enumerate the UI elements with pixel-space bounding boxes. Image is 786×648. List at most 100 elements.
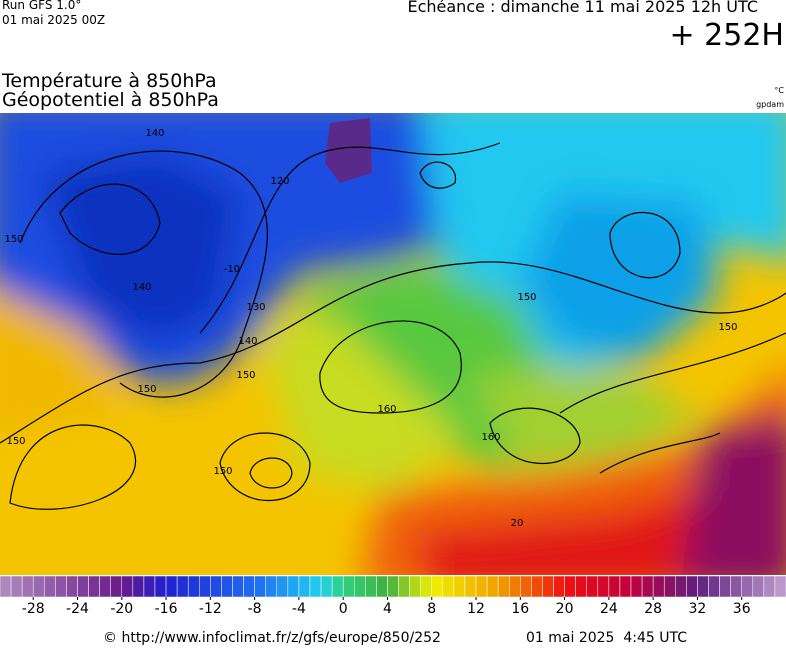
contour-label: 120 xyxy=(270,176,289,187)
scale-cell xyxy=(387,576,399,598)
contour-label: 150 xyxy=(6,436,25,447)
scale-cell xyxy=(121,576,134,598)
scale-cell xyxy=(376,576,388,598)
scale-cell xyxy=(398,576,410,598)
isohypses xyxy=(0,142,786,510)
scale-cell xyxy=(365,576,377,598)
scale-cell xyxy=(697,576,709,598)
scale-tick-label: -24 xyxy=(66,601,89,616)
contour-label: 150 xyxy=(213,466,232,477)
scale-cell xyxy=(165,576,178,598)
scale-cell xyxy=(531,576,543,598)
scale-cell xyxy=(287,576,300,598)
source-url: © http://www.infoclimat.fr/z/gfs/europe/… xyxy=(103,630,441,646)
scale-cell xyxy=(32,576,45,598)
unit-gpdam: gpdam xyxy=(756,100,784,109)
scale-cell xyxy=(641,576,654,598)
scale-cell xyxy=(630,576,643,598)
scale-cell xyxy=(553,576,565,598)
scale-cell xyxy=(265,576,278,598)
temperature-field xyxy=(0,113,786,575)
scale-cell xyxy=(420,576,432,598)
scale-cell xyxy=(298,576,311,598)
contour-label: 160 xyxy=(481,432,500,443)
scale-cell xyxy=(741,576,754,598)
scale-cell xyxy=(154,576,167,598)
scale-cell xyxy=(342,576,355,598)
scale-cell xyxy=(132,576,145,598)
scale-tick-label: 12 xyxy=(467,601,485,616)
scale-tick-label: 8 xyxy=(427,601,436,616)
scale-tick-label: -16 xyxy=(155,601,178,616)
scale-cell xyxy=(542,576,554,598)
scale-cell xyxy=(663,576,676,598)
scale-cell xyxy=(752,576,765,598)
run-label: Run GFS 1.0° xyxy=(2,0,82,12)
scale-cell xyxy=(66,576,78,598)
contour-label: 160 xyxy=(377,404,396,415)
color-scale: -28 -24 -20 -16 -12 -8 -4 0 4 8 12 16 20 24 28 32 36 xyxy=(0,576,786,616)
scale-cell xyxy=(497,576,510,598)
scale-tick-label: -12 xyxy=(199,601,222,616)
scale-cell xyxy=(199,576,211,598)
scale-cell xyxy=(464,576,477,598)
scale-cell xyxy=(719,576,731,598)
scale-tick-label: 28 xyxy=(644,601,662,616)
scale-cell xyxy=(77,576,89,598)
scale-cell xyxy=(276,576,289,598)
lead-time: + 252H xyxy=(669,18,785,53)
contour-label: 150 xyxy=(137,384,156,395)
scale-cell xyxy=(774,576,786,598)
scale-cell xyxy=(320,576,333,598)
scale-cell xyxy=(254,576,266,598)
contour-label: 20 xyxy=(511,518,524,529)
scale-cell xyxy=(453,576,466,598)
contour-label: 150 xyxy=(517,292,536,303)
scale-tick-label: -8 xyxy=(248,601,262,616)
scale-cell xyxy=(143,576,156,598)
scale-cell xyxy=(99,576,111,598)
scale-cell xyxy=(652,576,665,598)
contour-label: 150 xyxy=(718,322,737,333)
scale-cell xyxy=(221,576,233,598)
scale-cell xyxy=(10,576,23,598)
scale-cell xyxy=(431,576,444,598)
scale-cell xyxy=(0,576,12,598)
generated-time: 01 mai 2025 4:45 UTC xyxy=(526,630,687,646)
scale-tick-label: -20 xyxy=(110,601,133,616)
unit-celsius: °C xyxy=(774,86,784,95)
scale-cell xyxy=(331,576,344,598)
scale-cell xyxy=(575,576,587,598)
scale-cell xyxy=(309,576,322,598)
title-temperature: Température à 850hPa xyxy=(2,70,217,92)
scale-tick-label: 32 xyxy=(689,601,707,616)
scale-cell xyxy=(354,576,366,598)
scale-tick-label: -4 xyxy=(292,601,306,616)
scale-cell xyxy=(55,576,67,598)
scale-cell xyxy=(409,576,421,598)
scale-cell xyxy=(88,576,100,598)
scale-cell xyxy=(608,576,621,598)
scale-cell xyxy=(619,576,632,598)
contour-label: -10 xyxy=(224,264,240,275)
contour-label: 150 xyxy=(4,234,23,245)
run-date: 01 mai 2025 00Z xyxy=(2,13,106,27)
scale-cell xyxy=(675,576,687,598)
scale-cell xyxy=(21,576,34,598)
forecast-time: Echéance : dimanche 11 mai 2025 12h UTC xyxy=(407,0,758,16)
scale-cell xyxy=(597,576,610,598)
contour-label: 140 xyxy=(145,128,164,139)
scale-cell xyxy=(708,576,720,598)
scale-cell xyxy=(110,576,123,598)
scale-cell xyxy=(210,576,222,598)
scale-cell xyxy=(232,576,244,598)
scale-cell xyxy=(586,576,599,598)
contour-label: 140 xyxy=(238,336,257,347)
scale-tick-label: 16 xyxy=(511,601,529,616)
scale-cell xyxy=(475,576,488,598)
scale-tick-label: 24 xyxy=(600,601,618,616)
scale-cell xyxy=(564,576,576,598)
title-geopotential: Géopotentiel à 850hPa xyxy=(2,89,219,111)
scale-tick-label: -28 xyxy=(22,601,45,616)
scale-cell xyxy=(486,576,499,598)
